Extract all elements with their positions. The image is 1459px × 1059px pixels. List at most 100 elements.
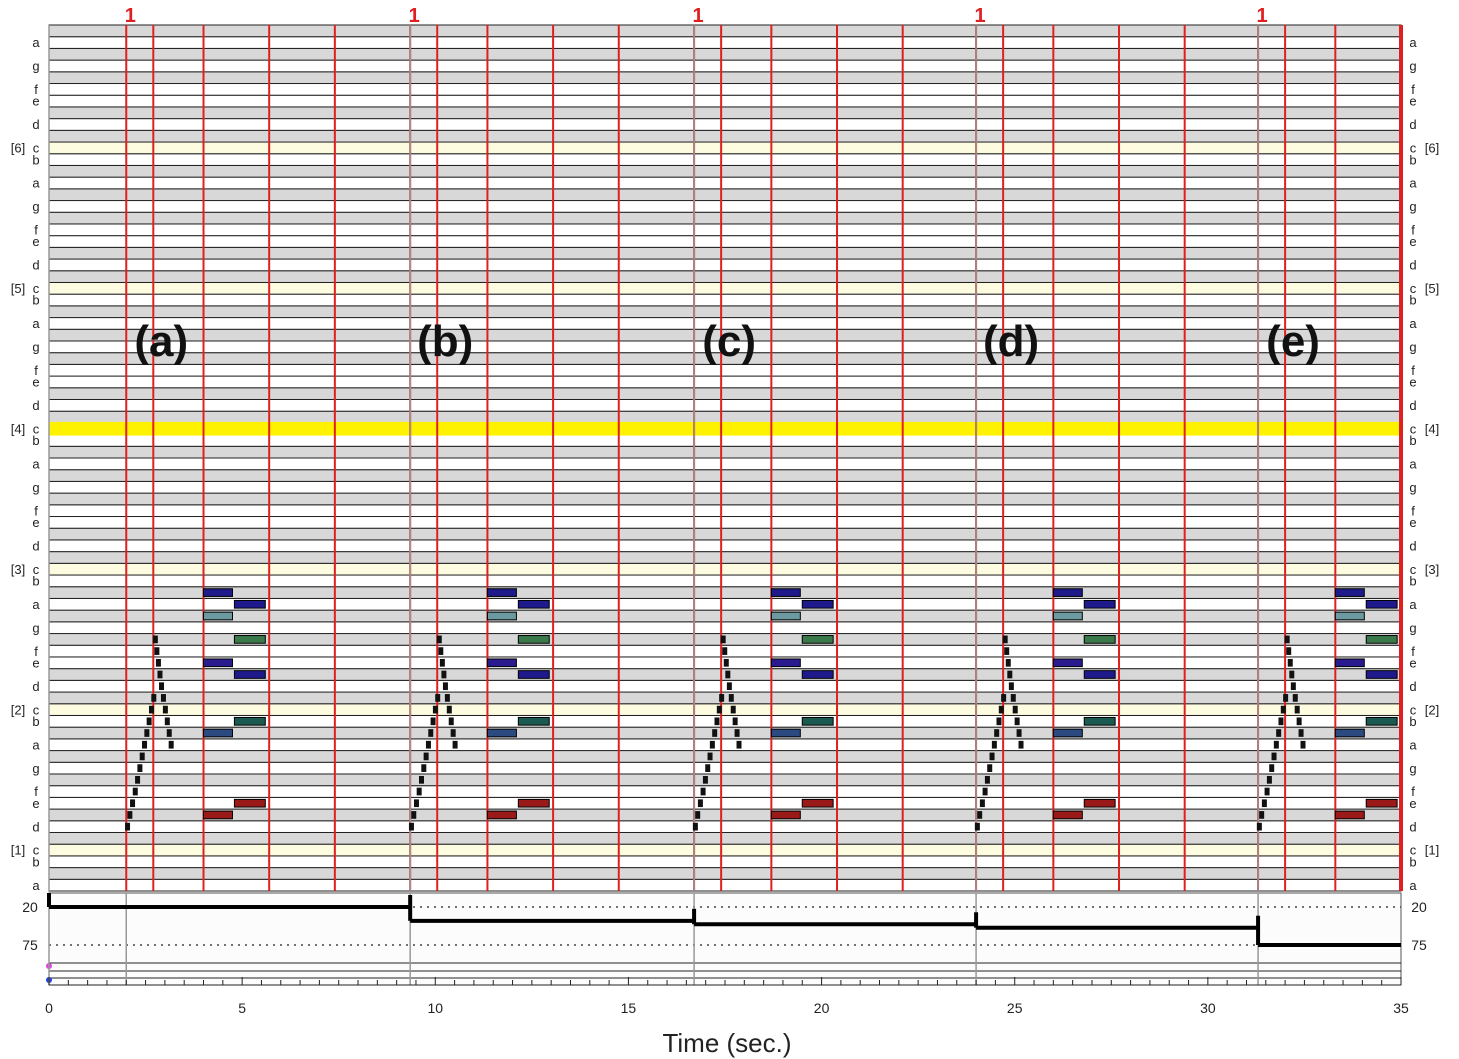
arpeggio-note — [994, 729, 1000, 737]
pitch-row — [48, 562, 1402, 576]
pitch-row — [48, 878, 1402, 892]
pitch-label: a — [32, 316, 40, 331]
pitch-row — [48, 398, 1402, 412]
chord-note — [1052, 810, 1083, 820]
pitch-row — [48, 83, 1402, 96]
measure-marker: 1 — [975, 5, 986, 27]
pitch-label: a — [1409, 597, 1417, 612]
arpeggio-note — [1289, 670, 1295, 679]
chord-note — [1334, 728, 1365, 738]
pitch-label: d — [1409, 538, 1416, 553]
pitch-row — [48, 24, 1402, 38]
x-tick-label: 10 — [427, 1000, 443, 1016]
arpeggio-note — [1259, 811, 1265, 819]
pitch-label: c — [1410, 141, 1417, 156]
arpeggio-note — [1286, 647, 1292, 655]
chord-note — [233, 798, 266, 808]
pitch-row — [48, 434, 1402, 447]
pitch-label: a — [32, 35, 40, 50]
arpeggio-note — [1266, 775, 1272, 784]
chord-note — [1052, 588, 1083, 597]
arpeggio-note — [1298, 729, 1304, 737]
arpeggio-note — [1010, 694, 1016, 702]
measure-marker: 1 — [693, 5, 704, 27]
arpeggio-note — [1290, 682, 1296, 691]
arpeggio-note — [135, 775, 141, 784]
chord-note — [770, 728, 801, 738]
arpeggio-note — [1264, 787, 1270, 796]
pitch-label: e — [1409, 655, 1416, 670]
pitch-label: g — [32, 199, 39, 214]
arpeggio-note — [984, 775, 990, 784]
pitch-label: d — [1409, 117, 1416, 132]
pitch-label: a — [1409, 176, 1417, 191]
arpeggio-note — [1008, 682, 1014, 691]
pitch-label: a — [32, 737, 40, 752]
pitch-row — [48, 738, 1402, 752]
arpeggio-note — [716, 705, 722, 714]
measure-marker: 1 — [1257, 5, 1268, 27]
pitch-label: a — [32, 597, 40, 612]
pitch-row — [48, 223, 1402, 237]
octave-label: [4] — [11, 421, 25, 436]
pitch-row — [48, 153, 1402, 166]
arpeggio-note — [734, 729, 740, 737]
arpeggio-note — [162, 705, 168, 714]
arpeggio-note — [1276, 729, 1282, 737]
arpeggio-note — [438, 647, 444, 655]
arpeggio-note — [1004, 647, 1010, 655]
pitch-label: a — [1409, 737, 1417, 752]
arpeggio-note — [692, 822, 698, 831]
arpeggio-note — [974, 822, 980, 831]
time-axis: 0 5 10 15 20 25 30 35 — [45, 977, 1409, 1016]
pitch-row — [48, 773, 1402, 787]
chord-note — [233, 670, 266, 679]
arpeggio-note — [1284, 635, 1290, 644]
chord-note — [233, 635, 266, 644]
pitch-label: e — [1409, 515, 1416, 530]
pitch-label: d — [32, 117, 39, 132]
arpeggio-note — [166, 729, 172, 737]
pitch-row — [48, 609, 1402, 623]
pitch-label: a — [1409, 316, 1417, 331]
octave-label: [1] — [11, 843, 25, 858]
arpeggio-note — [125, 822, 131, 831]
arpeggio-note — [712, 729, 718, 737]
arpeggio-note — [160, 694, 166, 702]
pitch-label: e — [32, 515, 39, 530]
pitch-label: d — [1409, 258, 1416, 273]
arpeggio-note — [435, 694, 441, 702]
pitch-row — [48, 621, 1402, 635]
pitch-label: e — [32, 655, 39, 670]
arpeggio-note — [1256, 822, 1262, 831]
arpeggio-note — [137, 764, 143, 772]
arpeggio-note — [425, 740, 431, 749]
pitch-label: g — [1409, 340, 1416, 355]
chord-note — [1365, 599, 1398, 609]
pitch-label: a — [1409, 878, 1417, 893]
chord-note — [1334, 611, 1365, 621]
pitch-label: d — [32, 679, 39, 694]
pitch-label: e — [1409, 94, 1416, 109]
chord-note — [770, 611, 801, 621]
arpeggio-note — [1001, 694, 1007, 702]
pitch-label: e — [32, 234, 39, 249]
arpeggio-note — [1271, 752, 1277, 761]
arpeggio-note — [159, 682, 165, 691]
arpeggio-note — [448, 717, 454, 726]
arpeggio-note — [450, 729, 456, 737]
chord-note — [1083, 599, 1116, 609]
pitch-label: c — [33, 702, 40, 717]
arpeggio-note — [444, 694, 450, 702]
chord-note — [1334, 588, 1365, 597]
octave-label: [6] — [1425, 141, 1439, 156]
arpeggio-note — [977, 811, 983, 819]
pitch-row — [48, 387, 1402, 400]
pitch-label: f — [34, 82, 38, 97]
octave-label: [2] — [11, 702, 25, 717]
pitch-label: c — [1410, 843, 1417, 858]
pitch-row — [48, 281, 1402, 295]
pitch-row — [48, 679, 1402, 693]
arpeggio-note — [996, 717, 1002, 726]
pitch-row — [48, 574, 1402, 588]
